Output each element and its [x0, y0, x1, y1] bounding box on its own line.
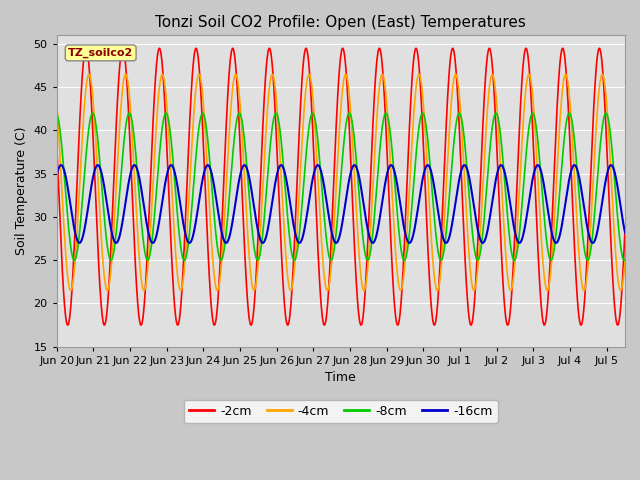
- -8cm: [314, 142, 322, 148]
- -16cm: [605, 165, 612, 171]
- -16cm: [76, 240, 83, 246]
- -8cm: [70, 257, 78, 263]
- -2cm: [605, 184, 612, 190]
- -16cm: [607, 162, 615, 168]
- -16cm: [330, 236, 337, 241]
- -16cm: [53, 173, 61, 179]
- -4cm: [500, 233, 508, 239]
- -4cm: [82, 85, 90, 91]
- -4cm: [621, 258, 629, 264]
- -8cm: [605, 119, 612, 125]
- Legend: -2cm, -4cm, -8cm, -16cm: -2cm, -4cm, -8cm, -16cm: [184, 400, 498, 423]
- -8cm: [621, 257, 629, 263]
- -16cm: [314, 162, 322, 168]
- -16cm: [621, 229, 629, 235]
- Text: TZ_soilco2: TZ_soilco2: [68, 48, 133, 58]
- -2cm: [330, 189, 337, 194]
- -8cm: [500, 176, 508, 181]
- Line: -4cm: -4cm: [57, 74, 625, 290]
- -8cm: [82, 153, 90, 159]
- Y-axis label: Soil Temperature (C): Soil Temperature (C): [15, 127, 28, 255]
- -2cm: [605, 191, 612, 196]
- -4cm: [605, 132, 612, 138]
- -16cm: [605, 166, 612, 172]
- -4cm: [330, 235, 337, 240]
- -2cm: [621, 227, 629, 232]
- Line: -2cm: -2cm: [57, 48, 625, 325]
- -4cm: [53, 101, 61, 107]
- -16cm: [82, 218, 90, 224]
- -16cm: [500, 168, 508, 174]
- -2cm: [82, 46, 90, 51]
- Title: Tonzi Soil CO2 Profile: Open (East) Temperatures: Tonzi Soil CO2 Profile: Open (East) Temp…: [156, 15, 526, 30]
- X-axis label: Time: Time: [326, 372, 356, 384]
- -2cm: [314, 253, 322, 259]
- Line: -16cm: -16cm: [57, 165, 625, 243]
- -4cm: [314, 182, 322, 188]
- -2cm: [266, 46, 273, 51]
- Line: -8cm: -8cm: [57, 113, 625, 260]
- -2cm: [500, 302, 508, 308]
- -4cm: [67, 288, 74, 293]
- -8cm: [529, 110, 536, 116]
- -8cm: [330, 252, 337, 257]
- -4cm: [598, 72, 606, 77]
- -2cm: [53, 141, 61, 147]
- -2cm: [614, 322, 621, 328]
- -4cm: [605, 137, 613, 143]
- -8cm: [53, 111, 61, 117]
- -8cm: [605, 121, 613, 127]
